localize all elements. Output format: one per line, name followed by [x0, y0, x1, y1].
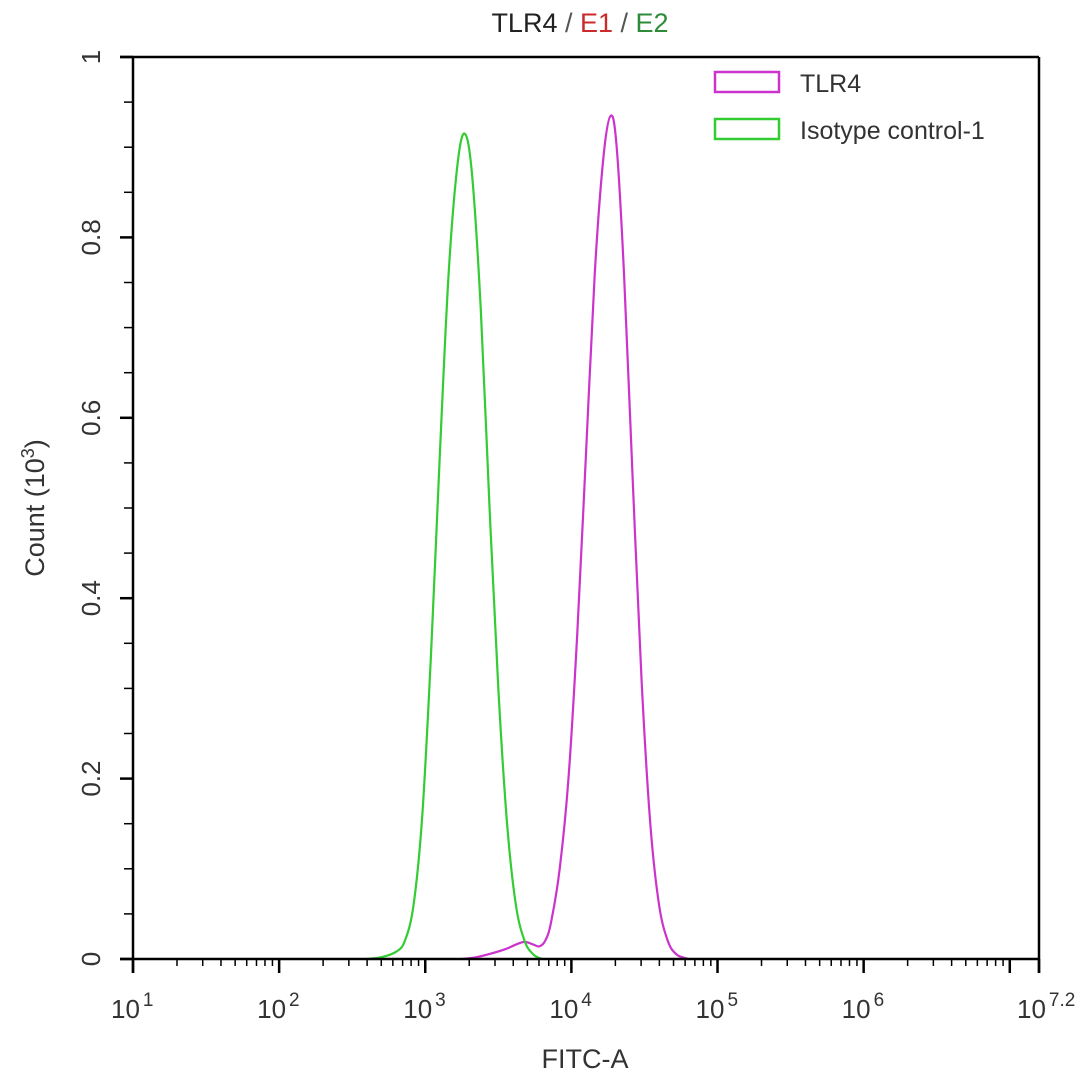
- y-axis-ticks: 0 0.2 0.4 0.6 0.8 1: [76, 50, 133, 966]
- series-isotype-curve: [366, 132, 543, 961]
- y-axis-label-exponent: 3: [18, 448, 38, 458]
- legend-swatch-isotype: [713, 117, 781, 141]
- x-tick-label: 10 7.2: [1017, 990, 1075, 1024]
- y-axis-label: Count (103): [18, 439, 50, 577]
- x-axis-ticks: 10 1 10 2 10 3 10 4 10 5 10 6 10 7.2: [111, 959, 1075, 1024]
- y-tick-label: 0: [76, 952, 106, 966]
- y-tick-label: 0.2: [76, 761, 106, 797]
- x-tick-label: 10 2: [257, 990, 300, 1024]
- y-tick-label: 0.6: [76, 400, 106, 436]
- chart-title-part-3: /: [613, 8, 636, 38]
- x-tick-label: 10 3: [403, 990, 446, 1024]
- axes: [120, 55, 1041, 973]
- legend-label-isotype: Isotype control-1: [800, 117, 985, 145]
- y-tick-label: 1: [76, 50, 106, 64]
- series-tlr4-curve: [461, 114, 689, 961]
- y-tick-label: 0.4: [76, 580, 106, 616]
- legend-label-tlr4: TLR4: [800, 70, 861, 98]
- legend: TLR4 Isotype control-1: [713, 70, 985, 145]
- x-tick-label: 10 5: [696, 990, 739, 1024]
- x-tick-label: 10 6: [842, 990, 885, 1024]
- chart-title-part-2: E1: [580, 8, 613, 38]
- y-axis-label-main: Count (10: [20, 458, 50, 577]
- series-group: [366, 114, 689, 961]
- chart-title-part-1: /: [557, 8, 580, 38]
- chart-title: TLR4 / E1 / E2: [491, 8, 668, 38]
- legend-swatch-tlr4: [713, 70, 781, 94]
- x-tick-label: 10 1: [111, 990, 154, 1024]
- x-axis-label: FITC-A: [542, 1044, 629, 1074]
- x-tick-label: 10 4: [549, 990, 592, 1024]
- chart-title-part-0: TLR4: [491, 8, 557, 38]
- y-axis-label-close: ): [20, 439, 50, 448]
- y-tick-label: 0.8: [76, 219, 106, 255]
- chart-title-part-4: E2: [636, 8, 669, 38]
